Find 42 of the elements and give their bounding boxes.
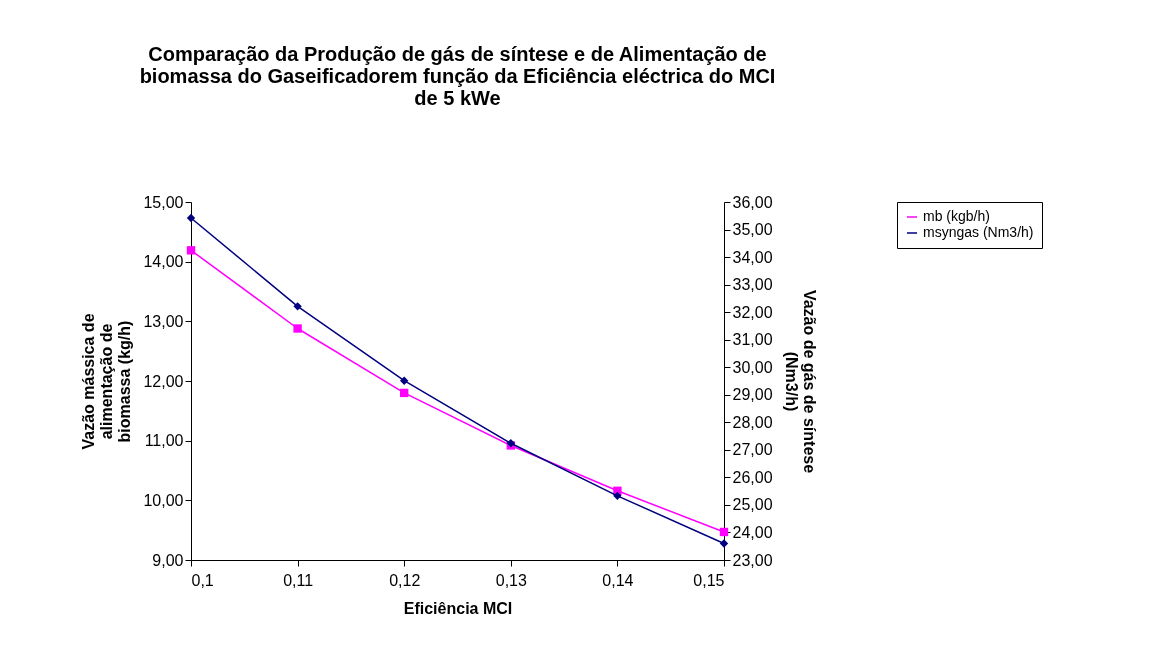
x-axis-title: Eficiência MCI: [403, 599, 513, 617]
legend-label: msyngas (Nm3/h): [923, 224, 1034, 240]
y-tick-label: 11,00: [144, 432, 184, 450]
x-tick-label: 0,13: [495, 571, 527, 589]
y2-tick-label: 26,00: [732, 468, 773, 486]
y2-tick-label: 23,00: [732, 551, 773, 569]
y2-tick-label: 29,00: [732, 386, 773, 404]
y-tick-label: 12,00: [143, 372, 184, 390]
y2-tick-label: 34,00: [732, 248, 773, 266]
x-tick-label: 0,1: [191, 571, 214, 589]
chart-title: Comparação da Produção de gás de síntese e de Alimentação de biomassa do Gaseificadorem função da Eficiência eléctrica do MCI de 5 kWe: [139, 43, 776, 109]
point: [719, 527, 729, 537]
y-tick-label: 10,00: [143, 491, 184, 509]
y2-tick-label: 35,00: [732, 221, 773, 239]
point: [293, 302, 302, 311]
legend-label: mb (kgb/h): [923, 208, 990, 224]
x-tick-label: 0,14: [602, 571, 634, 589]
y2-tick-label: 25,00: [732, 496, 773, 514]
y-axis-title: Vazão mássica de alimentação de biomassa (kg/h): [80, 313, 134, 450]
y2-axis-title: Vazão de gás de síntese (Nm3/h): [782, 289, 818, 474]
point: [293, 324, 302, 333]
y-tick-label: 15,00: [143, 193, 184, 211]
y-tick-label: 9,00: [152, 551, 184, 569]
x-tick-label: 0,15: [693, 571, 725, 589]
y2-tick-label: 30,00: [732, 358, 773, 376]
point: [186, 246, 196, 255]
y2-tick-label: 24,00: [732, 523, 773, 541]
y2-tick-label: 31,00: [732, 331, 773, 349]
x-tick-label: 0,12: [389, 571, 421, 589]
y-tick-label: 13,00: [143, 312, 184, 330]
point: [719, 539, 729, 548]
point: [400, 376, 409, 385]
y2-tick-label: 27,00: [732, 441, 773, 459]
y2-tick-label: 32,00: [732, 303, 773, 321]
y2-tick-label: 36,00: [732, 193, 773, 211]
point: [400, 388, 409, 398]
y2-tick-label: 28,00: [732, 413, 773, 431]
y-tick-label: 14,00: [143, 253, 184, 271]
x-tick-label: 0,11: [283, 571, 314, 589]
y2-tick-label: 33,00: [732, 276, 773, 294]
point: [613, 491, 622, 501]
point: [186, 213, 196, 223]
